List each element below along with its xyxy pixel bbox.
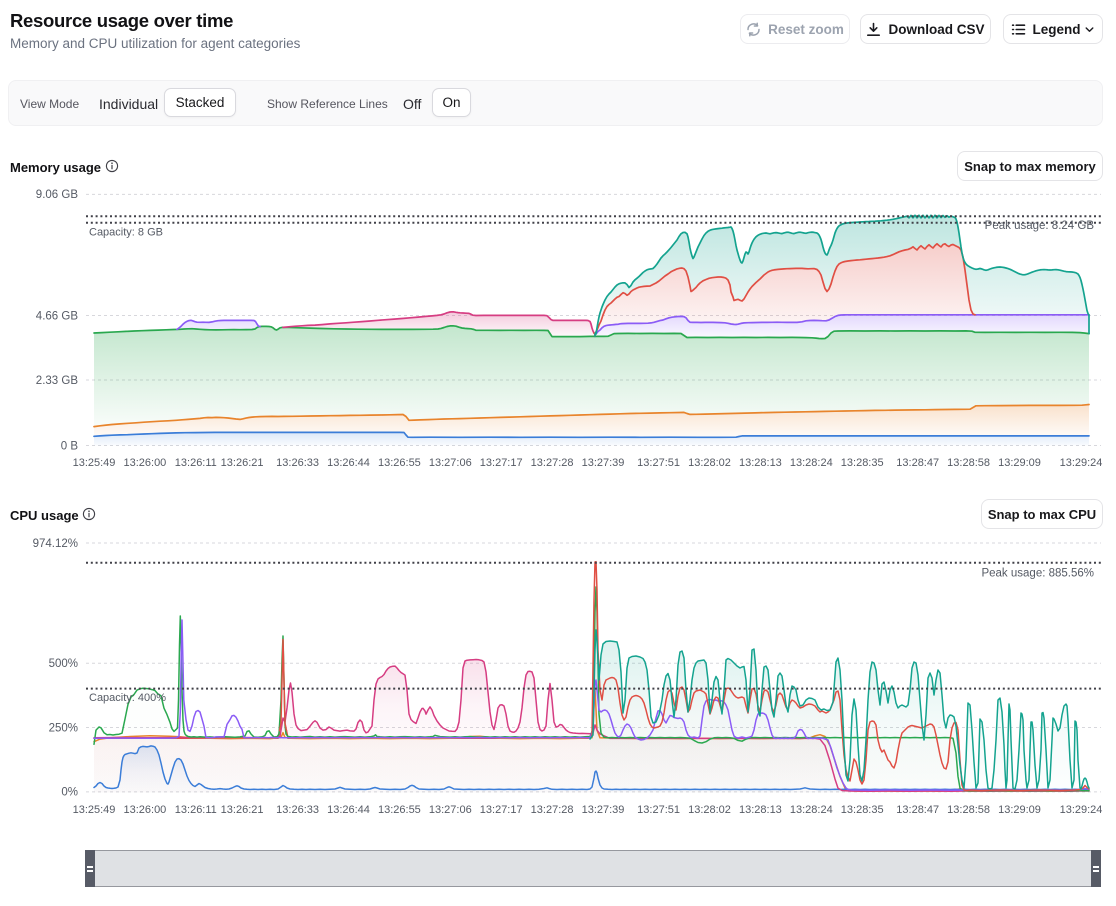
svg-text:13:28:02: 13:28:02 <box>688 804 731 816</box>
svg-text:13:25:49: 13:25:49 <box>73 804 116 816</box>
svg-text:13:28:13: 13:28:13 <box>739 457 782 469</box>
svg-text:974.12%: 974.12% <box>33 538 78 550</box>
svg-text:13:26:00: 13:26:00 <box>123 804 166 816</box>
svg-text:13:29:24: 13:29:24 <box>1060 457 1103 469</box>
svg-text:13:26:21: 13:26:21 <box>221 457 264 469</box>
svg-text:13:25:49: 13:25:49 <box>73 457 116 469</box>
svg-text:13:27:17: 13:27:17 <box>480 804 523 816</box>
svg-text:13:26:33: 13:26:33 <box>276 457 319 469</box>
svg-text:13:28:24: 13:28:24 <box>790 457 833 469</box>
svg-text:13:26:21: 13:26:21 <box>221 804 264 816</box>
svg-text:2.33 GB: 2.33 GB <box>36 375 79 387</box>
svg-text:13:27:28: 13:27:28 <box>531 457 574 469</box>
svg-text:13:28:02: 13:28:02 <box>688 457 731 469</box>
svg-text:13:28:35: 13:28:35 <box>841 457 884 469</box>
svg-text:0 B: 0 B <box>61 440 79 452</box>
svg-text:Capacity: 8 GB: Capacity: 8 GB <box>89 226 163 238</box>
svg-text:Peak usage: 885.56%: Peak usage: 885.56% <box>981 568 1094 580</box>
svg-text:13:27:06: 13:27:06 <box>429 457 472 469</box>
svg-text:13:26:55: 13:26:55 <box>378 457 421 469</box>
svg-text:13:26:00: 13:26:00 <box>123 457 166 469</box>
svg-text:13:26:11: 13:26:11 <box>175 457 217 469</box>
svg-text:13:26:55: 13:26:55 <box>378 804 421 816</box>
svg-text:13:28:47: 13:28:47 <box>896 457 939 469</box>
svg-text:13:28:58: 13:28:58 <box>947 804 990 816</box>
svg-text:13:28:35: 13:28:35 <box>841 804 884 816</box>
svg-text:13:29:24: 13:29:24 <box>1060 804 1103 816</box>
svg-text:13:27:39: 13:27:39 <box>582 457 625 469</box>
svg-text:13:29:09: 13:29:09 <box>998 457 1041 469</box>
svg-text:13:27:17: 13:27:17 <box>480 457 523 469</box>
svg-text:4.66 GB: 4.66 GB <box>36 310 79 322</box>
svg-text:13:27:06: 13:27:06 <box>429 804 472 816</box>
svg-text:13:26:44: 13:26:44 <box>327 457 370 469</box>
svg-text:500%: 500% <box>49 658 78 670</box>
svg-text:13:27:39: 13:27:39 <box>582 804 625 816</box>
svg-text:13:27:28: 13:27:28 <box>531 804 574 816</box>
svg-text:Peak usage: 8.24 GB: Peak usage: 8.24 GB <box>985 220 1095 232</box>
svg-text:13:26:33: 13:26:33 <box>276 804 319 816</box>
svg-text:13:28:13: 13:28:13 <box>739 804 782 816</box>
svg-text:13:29:09: 13:29:09 <box>998 804 1041 816</box>
svg-text:13:27:51: 13:27:51 <box>637 804 680 816</box>
svg-text:13:27:51: 13:27:51 <box>637 457 680 469</box>
svg-text:13:28:24: 13:28:24 <box>790 804 833 816</box>
svg-text:250%: 250% <box>49 722 78 734</box>
svg-text:13:26:11: 13:26:11 <box>175 804 217 816</box>
svg-text:13:28:58: 13:28:58 <box>947 457 990 469</box>
svg-text:0%: 0% <box>61 787 78 799</box>
svg-text:Capacity: 400%: Capacity: 400% <box>89 692 166 704</box>
svg-text:9.06 GB: 9.06 GB <box>36 189 79 201</box>
svg-text:13:28:47: 13:28:47 <box>896 804 939 816</box>
svg-text:13:26:44: 13:26:44 <box>327 804 370 816</box>
